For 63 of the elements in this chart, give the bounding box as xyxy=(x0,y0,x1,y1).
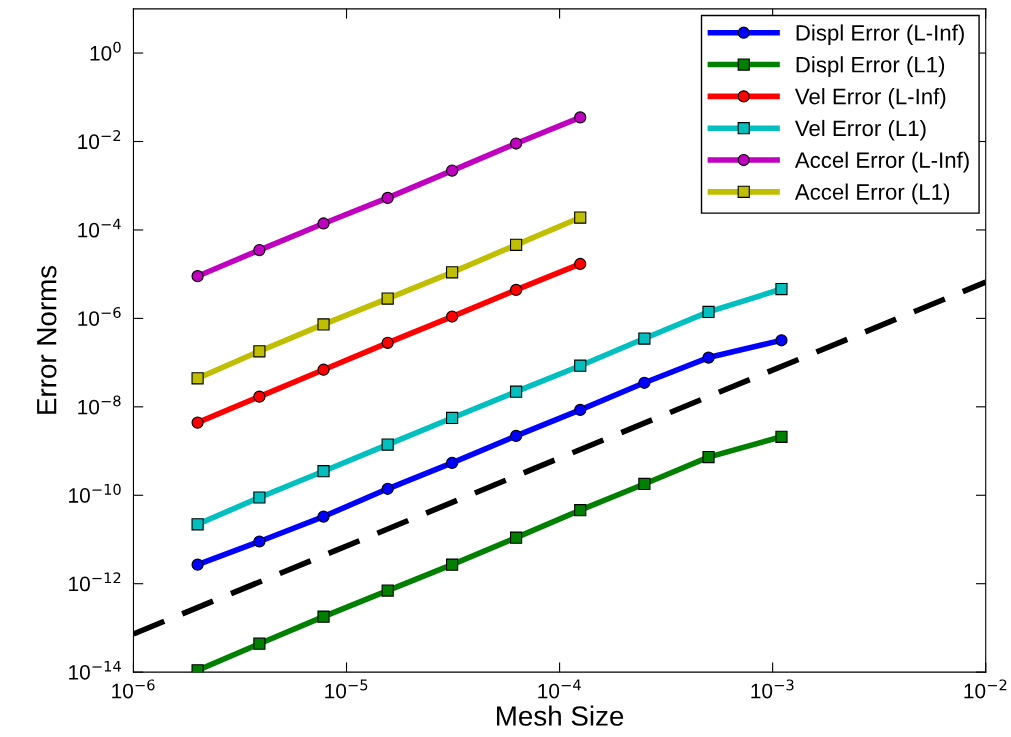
legend-label: Accel Error (L-Inf) xyxy=(794,151,969,173)
point xyxy=(253,491,266,504)
point xyxy=(574,211,587,224)
legend-label: Vel Error (L-Inf) xyxy=(794,88,946,109)
point xyxy=(317,217,330,230)
point xyxy=(702,450,715,464)
point xyxy=(381,336,394,349)
point xyxy=(253,345,266,358)
point xyxy=(638,477,651,491)
y-tick-label: 10$^{0}$ xyxy=(90,41,121,61)
point xyxy=(638,376,651,389)
x-tick-label: 10$^{−2}$ xyxy=(964,679,1007,699)
point xyxy=(574,403,587,417)
point xyxy=(317,610,330,623)
point xyxy=(381,292,394,305)
point xyxy=(574,504,587,517)
point xyxy=(381,438,394,451)
point xyxy=(445,411,459,425)
point xyxy=(509,385,523,398)
point xyxy=(253,390,266,403)
point xyxy=(253,637,266,650)
point xyxy=(381,191,394,205)
y-tick-label: 10$^{−8}$ xyxy=(78,395,121,415)
legend-label: Vel Error (L1) xyxy=(794,119,926,141)
point xyxy=(702,351,715,364)
legend-label: Accel Error (L1) xyxy=(794,183,950,205)
point xyxy=(317,318,330,331)
point xyxy=(317,510,330,523)
y-tick-label: 10$^{−12}$ xyxy=(69,572,121,592)
point xyxy=(445,558,459,571)
point xyxy=(317,363,330,376)
point xyxy=(509,429,523,443)
point xyxy=(574,257,587,271)
point xyxy=(381,482,394,495)
x-tick-label: 10$^{−3}$ xyxy=(751,679,794,699)
y-axis-title: Error Norms xyxy=(37,265,57,414)
point xyxy=(509,137,523,150)
y-tick-label: 10$^{−10}$ xyxy=(69,483,121,503)
y-tick-label: 10$^{−2}$ xyxy=(78,130,121,150)
y-tick-label: 10$^{−14}$ xyxy=(69,660,121,680)
point xyxy=(574,111,587,124)
x-tick-label: 10$^{−6}$ xyxy=(112,679,155,699)
point xyxy=(702,305,715,319)
point xyxy=(317,465,330,478)
x-tick-label: 10$^{−5}$ xyxy=(325,679,368,699)
legend-label: Displ Error (L1) xyxy=(796,56,945,77)
point xyxy=(574,359,587,372)
x-tick-label: 10$^{−4}$ xyxy=(538,679,581,699)
point xyxy=(509,531,523,544)
point xyxy=(445,266,459,279)
point xyxy=(445,456,459,469)
point xyxy=(253,535,266,548)
point xyxy=(509,283,523,297)
y-tick-label: 10$^{−4}$ xyxy=(78,218,121,238)
point xyxy=(381,584,394,597)
x-axis-title: Mesh Size xyxy=(497,705,624,726)
point xyxy=(638,332,651,345)
point xyxy=(445,164,459,177)
point xyxy=(445,310,459,323)
y-tick-label: 10$^{−6}$ xyxy=(78,306,121,326)
point xyxy=(253,243,266,257)
point xyxy=(509,238,523,251)
legend-label: Displ Error (L-Inf) xyxy=(796,24,964,46)
